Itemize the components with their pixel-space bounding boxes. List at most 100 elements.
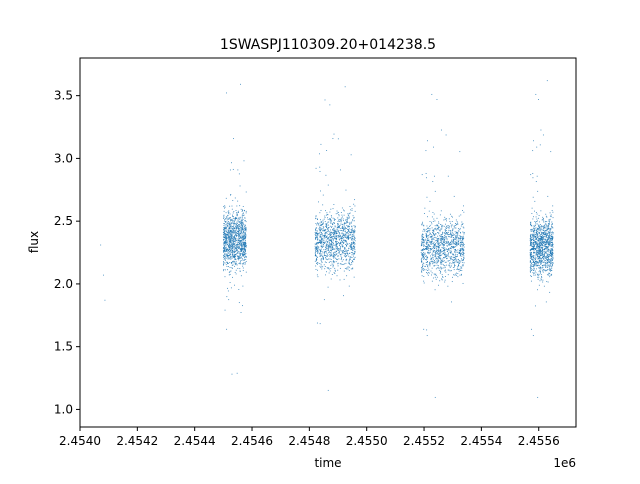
- data-point: [432, 231, 434, 233]
- data-point: [530, 223, 531, 225]
- data-point: [443, 232, 445, 233]
- data-point: [442, 253, 444, 255]
- data-point: [235, 234, 237, 236]
- data-point: [534, 224, 536, 226]
- data-point: [330, 243, 332, 245]
- data-point: [317, 269, 318, 271]
- data-point: [427, 238, 429, 240]
- data-point: [225, 250, 227, 251]
- data-point: [552, 232, 554, 233]
- data-point: [439, 229, 441, 231]
- data-point: [225, 261, 227, 263]
- data-point: [537, 396, 539, 398]
- data-point: [332, 228, 333, 230]
- data-point: [541, 236, 542, 238]
- data-point: [325, 231, 327, 233]
- data-point: [536, 243, 537, 245]
- data-point: [543, 258, 545, 260]
- data-point: [228, 232, 230, 234]
- data-point: [354, 253, 356, 255]
- data-point: [231, 227, 233, 229]
- data-point: [232, 240, 234, 242]
- data-point: [315, 265, 317, 267]
- data-point: [463, 205, 464, 207]
- data-point: [462, 244, 464, 246]
- data-point: [536, 239, 538, 241]
- data-point: [550, 266, 552, 268]
- data-point: [429, 234, 431, 236]
- data-point: [463, 262, 465, 264]
- data-point: [542, 237, 544, 239]
- data-point: [539, 280, 541, 282]
- data-point: [351, 249, 353, 251]
- data-point: [422, 239, 424, 241]
- data-point: [327, 230, 329, 232]
- data-point: [530, 255, 532, 257]
- data-point: [233, 218, 235, 220]
- data-point: [431, 239, 433, 241]
- data-point: [443, 257, 444, 259]
- data-point: [348, 249, 349, 251]
- data-point: [463, 250, 465, 252]
- data-point: [351, 209, 353, 211]
- data-point: [530, 255, 532, 257]
- data-point: [233, 225, 234, 227]
- data-point: [550, 254, 552, 256]
- data-point: [241, 228, 242, 230]
- data-point: [538, 258, 540, 260]
- data-point: [227, 263, 229, 265]
- data-point: [445, 229, 446, 231]
- data-point: [444, 230, 446, 232]
- data-point: [329, 218, 331, 220]
- data-point: [229, 246, 230, 248]
- data-point: [315, 255, 317, 257]
- data-point: [234, 257, 236, 259]
- data-point: [530, 268, 532, 270]
- data-point: [439, 250, 441, 252]
- data-point: [342, 251, 344, 253]
- data-point: [533, 254, 535, 256]
- data-point: [346, 255, 348, 256]
- data-point: [349, 206, 351, 207]
- data-point: [245, 248, 247, 250]
- data-point: [227, 257, 229, 259]
- data-point: [449, 243, 451, 245]
- data-point: [345, 232, 347, 234]
- data-point: [531, 257, 533, 259]
- data-point: [229, 229, 231, 231]
- data-point: [330, 219, 332, 220]
- data-point: [452, 242, 454, 244]
- data-point: [546, 247, 548, 248]
- data-point: [460, 253, 462, 254]
- data-point: [226, 234, 227, 236]
- data-point: [450, 232, 452, 234]
- data-point: [233, 256, 235, 258]
- data-point: [239, 220, 241, 222]
- data-point: [239, 239, 241, 241]
- data-point: [238, 259, 240, 261]
- data-point: [549, 261, 551, 263]
- data-point: [345, 262, 347, 264]
- data-point: [543, 232, 544, 234]
- data-point: [548, 231, 550, 233]
- data-point: [224, 226, 226, 228]
- data-point: [319, 241, 321, 243]
- data-point: [224, 253, 226, 255]
- data-point: [535, 212, 537, 213]
- data-point: [448, 226, 450, 228]
- data-point: [440, 268, 442, 270]
- data-point: [353, 245, 355, 247]
- data-point: [448, 256, 450, 258]
- data-point: [328, 231, 330, 233]
- data-point: [458, 263, 460, 265]
- data-point: [325, 225, 327, 227]
- data-point: [237, 241, 239, 243]
- data-point: [425, 248, 427, 250]
- data-point: [429, 224, 431, 226]
- data-point: [330, 249, 331, 251]
- data-point: [245, 226, 247, 228]
- data-point: [425, 248, 427, 250]
- data-point: [351, 229, 353, 231]
- data-point: [445, 218, 447, 220]
- data-point: [238, 289, 240, 290]
